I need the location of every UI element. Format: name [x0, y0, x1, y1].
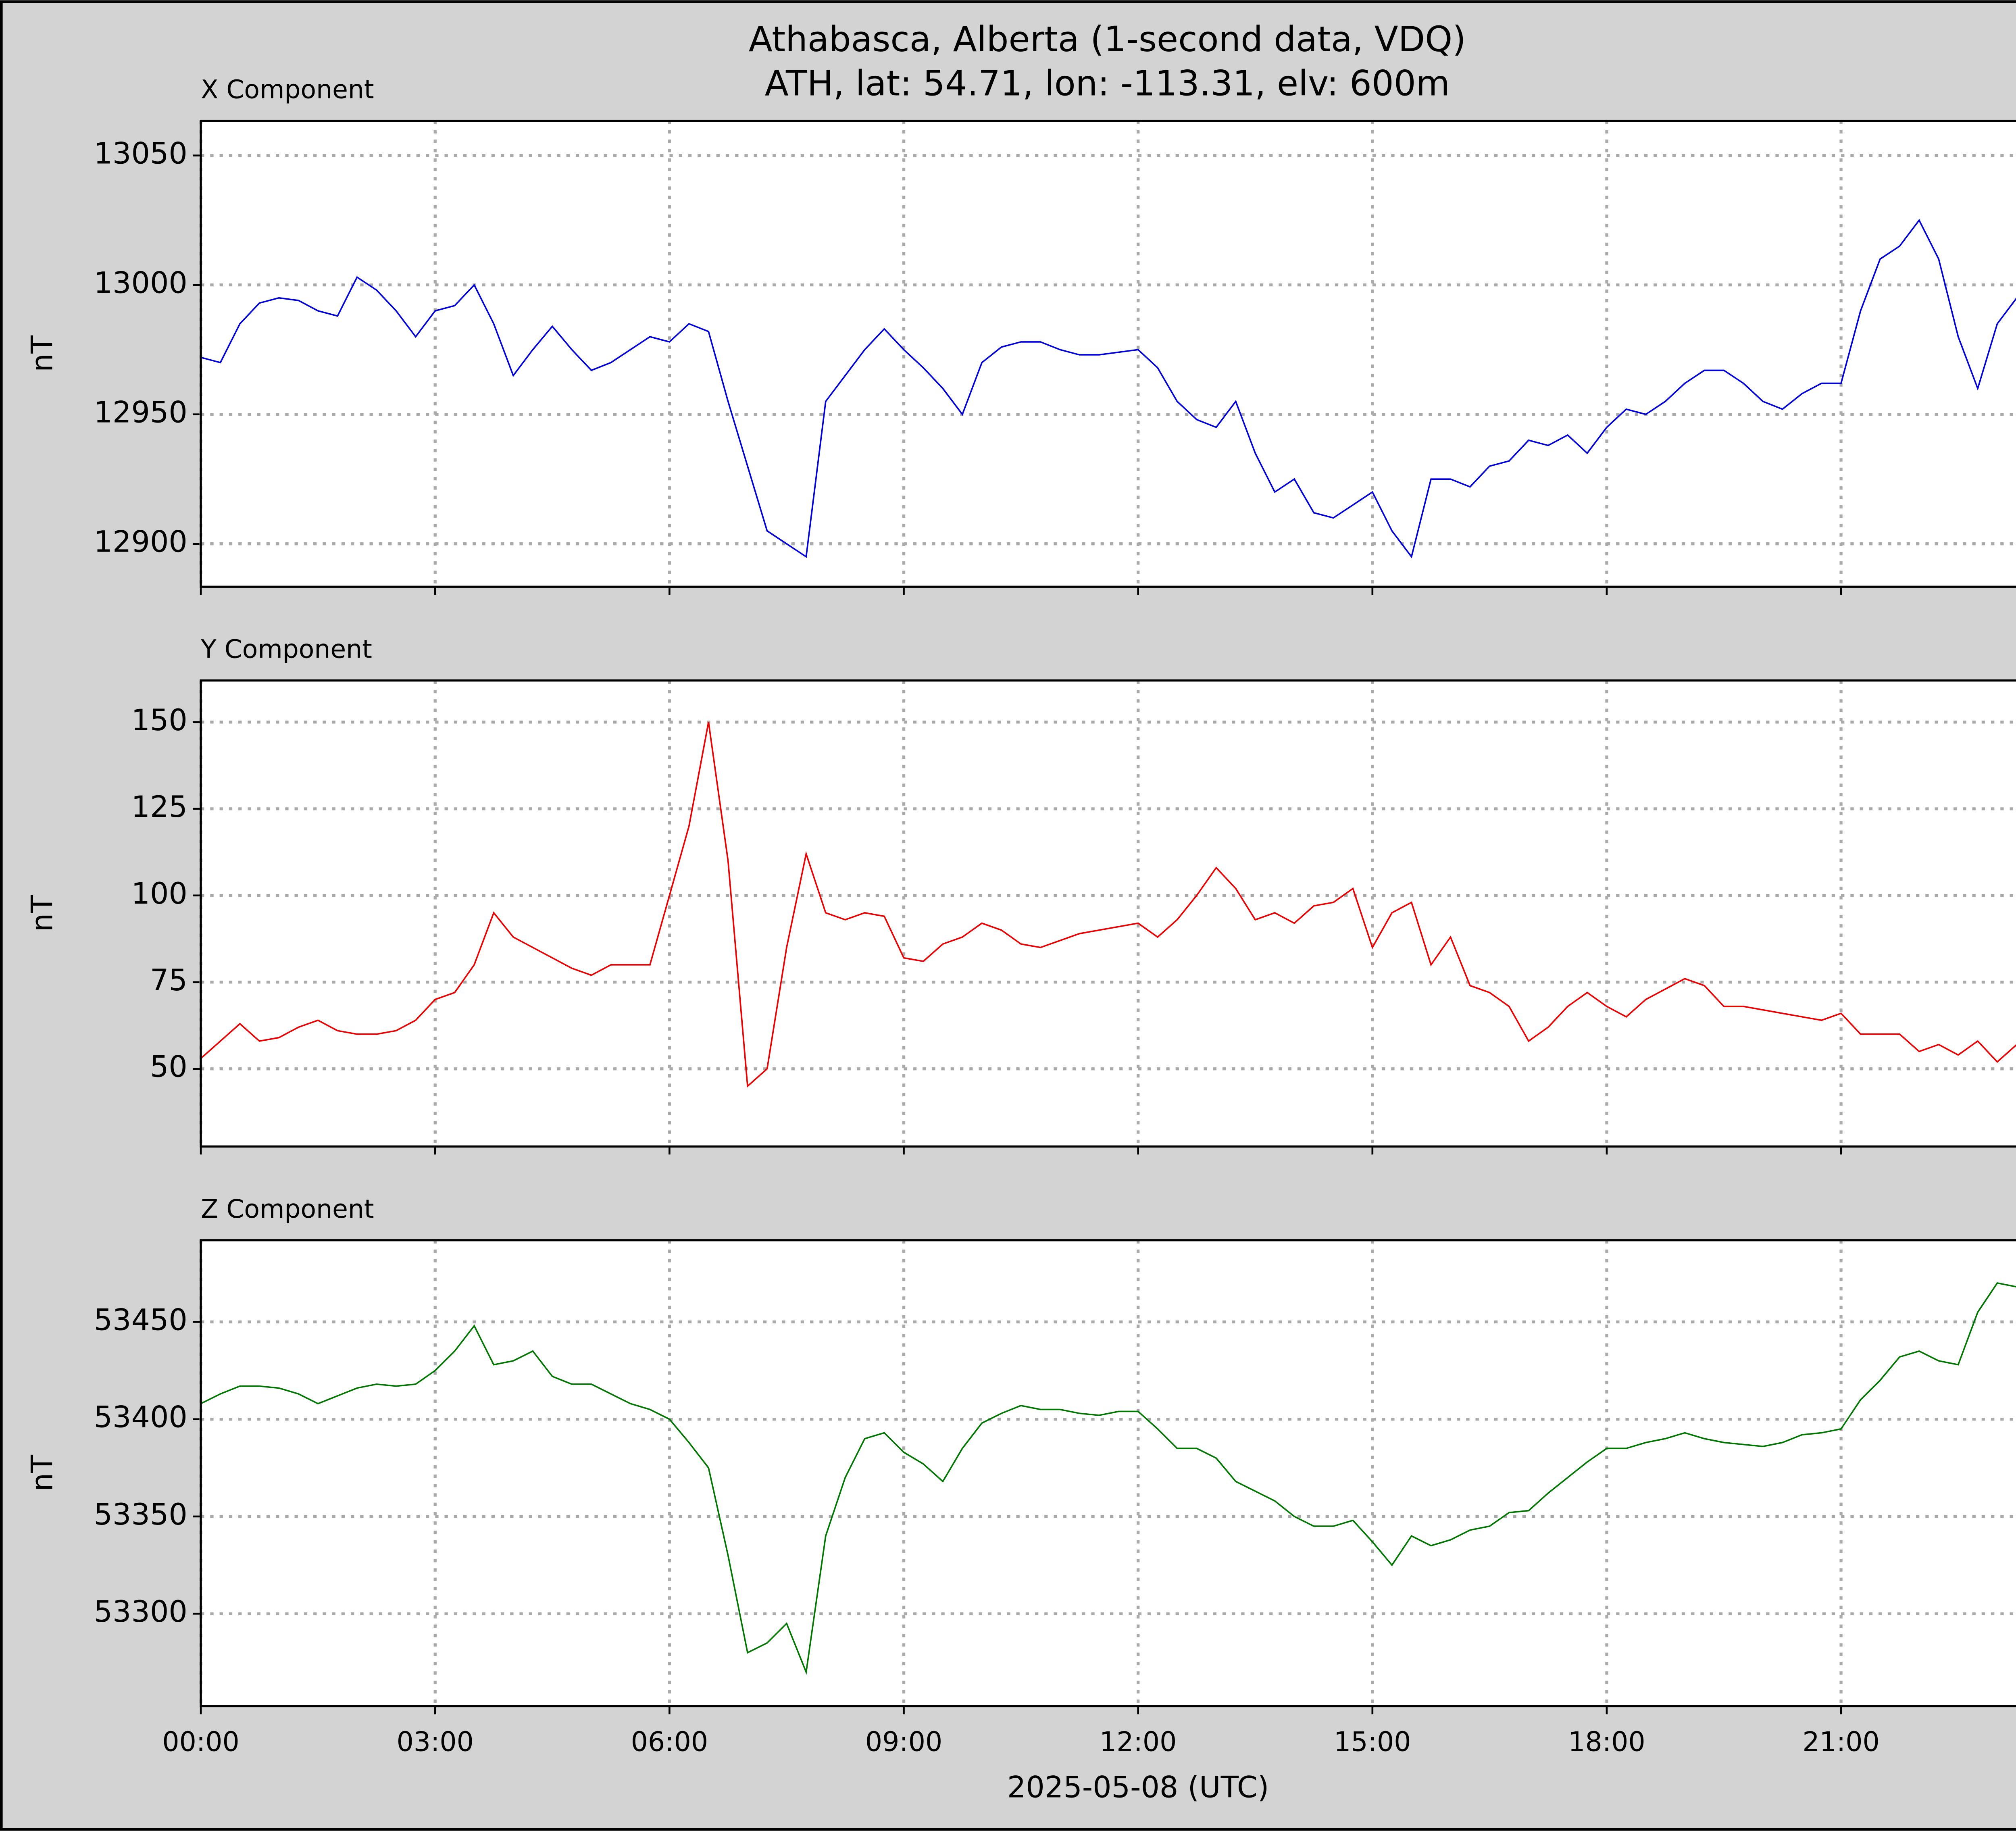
panel-title: Z Component: [201, 1194, 374, 1224]
plot-frame: [200, 679, 2016, 1148]
panel-title: X Component: [201, 75, 374, 104]
plot-frame: [200, 119, 2016, 588]
y-tick-label: 53350: [94, 1498, 187, 1532]
suptitle-line: Athabasca, Alberta (1-second data, VDQ): [749, 19, 1466, 60]
y-tick-label: 53450: [94, 1303, 187, 1337]
y-tick-label: 13050: [94, 137, 187, 171]
y-tick-label: 53300: [94, 1595, 187, 1629]
y-tick-label: 12950: [94, 396, 187, 430]
data-line: [200, 219, 2016, 558]
y-tick-label: 125: [131, 790, 187, 824]
y-axis-label: nT: [25, 335, 60, 372]
suptitle-line: ATH, lat: 54.71, lon: -113.31, elv: 600m: [765, 64, 1450, 104]
y-tick-label: 13000: [94, 266, 187, 300]
y-tick-label: 150: [131, 703, 187, 737]
data-line: [200, 722, 2016, 1088]
y-tick-label: 12900: [94, 525, 187, 559]
x-tick-label: 18:00: [1568, 1726, 1645, 1757]
y-axis-label: nT: [25, 1455, 60, 1491]
plot-frame: [200, 1239, 2016, 1708]
x-tick-label: 21:00: [1802, 1726, 1879, 1757]
x-tick-label: 03:00: [397, 1726, 474, 1757]
y-tick-label: 53400: [94, 1400, 187, 1435]
y-tick-label: 75: [150, 963, 187, 998]
x-tick-label: 06:00: [631, 1726, 708, 1757]
y-tick-label: 100: [131, 877, 187, 911]
plot-area: [201, 1240, 2016, 1706]
plot-area: [201, 680, 2016, 1147]
x-tick-label: 09:00: [865, 1726, 942, 1757]
x-tick-label: 12:00: [1100, 1726, 1177, 1757]
y-axis-label: nT: [25, 895, 60, 932]
data-line: [200, 1282, 2016, 1675]
x-tick-label: 15:00: [1334, 1726, 1411, 1757]
panel-title: Y Component: [200, 634, 372, 664]
x-axis-label: 2025-05-08 (UTC): [1007, 1770, 1269, 1804]
x-tick-label: 00:00: [162, 1726, 239, 1757]
y-tick-label: 50: [150, 1050, 187, 1084]
